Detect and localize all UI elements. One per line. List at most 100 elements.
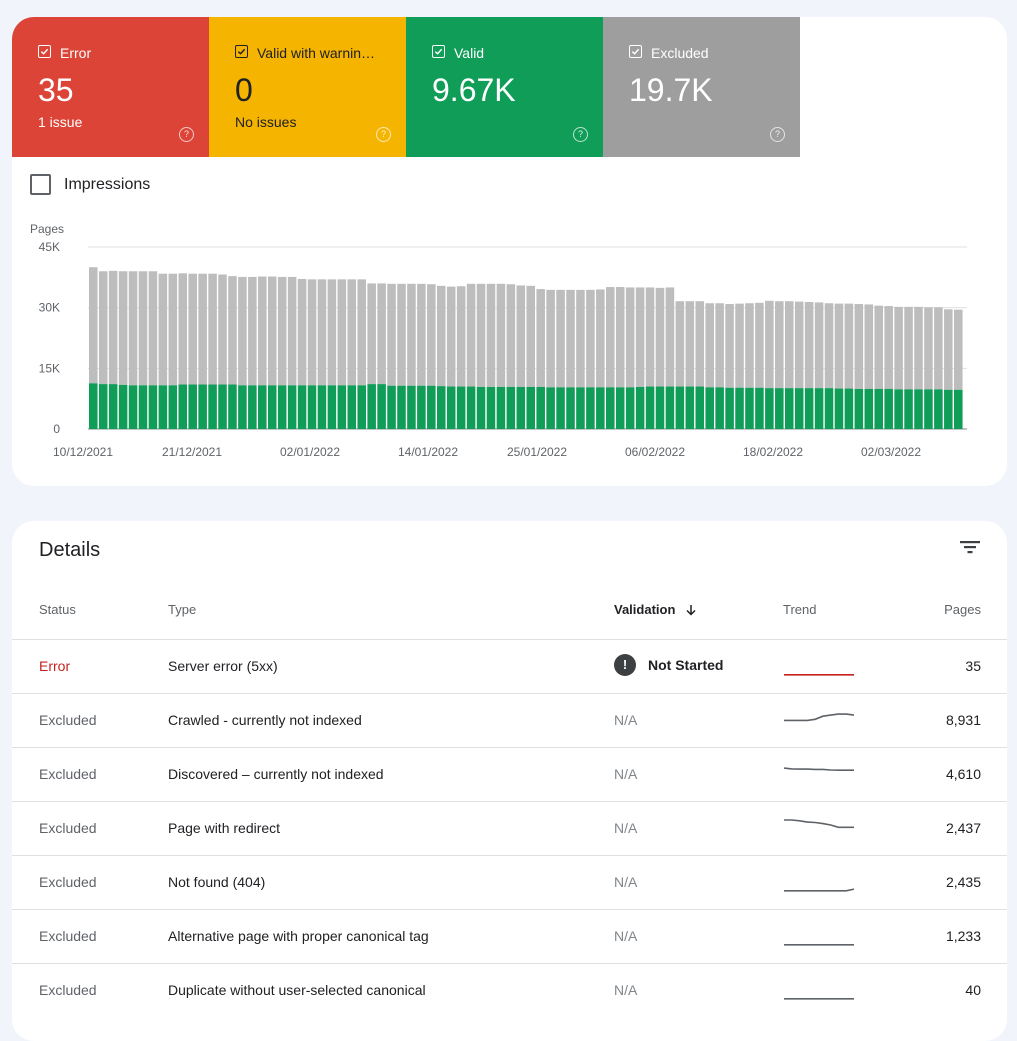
bar-excluded	[238, 276, 247, 386]
bar-excluded	[466, 283, 476, 387]
bar-excluded	[556, 289, 565, 388]
tile-subtitle: 1 issue	[38, 114, 83, 130]
excluded-tile[interactable]: Excluded 19.7K ?	[603, 17, 800, 157]
bar-excluded	[625, 287, 635, 388]
header-validation-label: Validation	[614, 602, 676, 617]
row-validation: N/A	[614, 928, 638, 944]
tile-label: Error	[60, 45, 92, 61]
bar-valid	[755, 387, 764, 429]
bar-excluded	[337, 279, 347, 386]
coverage-summary-card: Error 35 1 issue ? Valid with warnin… 0 …	[12, 17, 1007, 486]
table-row[interactable]: Excluded Discovered – currently not index…	[12, 747, 1007, 802]
table-row[interactable]: Excluded Alternative page with proper can…	[12, 909, 1007, 964]
bar-excluded	[427, 284, 436, 386]
help-icon[interactable]: ?	[573, 127, 588, 142]
bar-excluded	[158, 273, 168, 386]
bar-valid	[765, 388, 774, 429]
error-tile[interactable]: Error 35 1 issue ?	[12, 17, 209, 157]
bar-excluded	[516, 285, 526, 387]
bar-excluded	[407, 283, 416, 386]
header-status[interactable]: Status	[39, 602, 76, 617]
help-icon[interactable]: ?	[376, 127, 391, 142]
row-status: Excluded	[39, 766, 97, 782]
bar-excluded	[854, 304, 864, 389]
bar-valid	[615, 387, 625, 429]
bar-valid	[248, 385, 257, 429]
bar-excluded	[755, 302, 764, 388]
bar-valid	[168, 385, 178, 429]
bar-valid	[914, 389, 923, 429]
bar-valid	[118, 384, 128, 429]
bar-excluded	[834, 303, 844, 389]
bar-excluded	[944, 309, 953, 390]
valid-with-warnings-tile[interactable]: Valid with warnin… 0 No issues ?	[209, 17, 406, 157]
tile-value: 9.67K	[432, 72, 516, 108]
bar-valid	[516, 386, 526, 429]
y-axis-label: Pages	[30, 222, 64, 236]
bar-excluded	[417, 283, 426, 386]
bar-valid	[377, 384, 386, 429]
bar-excluded	[546, 289, 555, 388]
valid-tile[interactable]: Valid 9.67K ?	[406, 17, 603, 157]
bar-valid	[954, 389, 963, 429]
trend-line	[784, 888, 855, 892]
bar-excluded	[446, 286, 456, 387]
checkbox-unchecked-icon[interactable]	[30, 174, 51, 195]
bar-valid	[804, 388, 814, 429]
impressions-toggle[interactable]: Impressions	[30, 174, 150, 195]
bar-excluded	[705, 303, 714, 388]
table-header: Status Type Validation Trend Pages	[12, 599, 1007, 639]
bar-excluded	[635, 287, 645, 387]
bar-valid	[436, 386, 446, 429]
bar-valid	[297, 385, 307, 429]
bar-valid	[108, 384, 118, 429]
bar-valid	[258, 385, 267, 429]
bar-valid	[645, 386, 655, 429]
y-tick-label: 45K	[39, 240, 60, 254]
help-icon[interactable]: ?	[179, 127, 194, 142]
bar-excluded	[864, 304, 874, 389]
bar-valid	[904, 389, 913, 429]
bar-excluded	[128, 271, 138, 386]
trend-sparkline	[784, 673, 854, 676]
row-status: Excluded	[39, 820, 97, 836]
row-type: Page with redirect	[168, 820, 281, 836]
bar-excluded	[735, 303, 744, 388]
bar-valid	[367, 384, 376, 429]
header-type[interactable]: Type	[168, 602, 197, 617]
row-validation: N/A	[614, 712, 638, 728]
y-tick-label: 0	[53, 422, 60, 436]
bar-valid	[745, 387, 754, 429]
bar-excluded	[606, 287, 615, 388]
row-validation: N/A	[614, 766, 638, 782]
bar-excluded	[367, 283, 376, 385]
bar-excluded	[784, 301, 794, 389]
help-icon[interactable]: ?	[770, 127, 785, 142]
impressions-label: Impressions	[64, 175, 151, 193]
filter-icon[interactable]	[959, 538, 981, 556]
table-row[interactable]: Excluded Crawled - currently not indexed N…	[12, 693, 1007, 748]
table-row[interactable]: Excluded Duplicate without user-selected …	[12, 963, 1007, 1018]
bar-valid	[506, 386, 516, 429]
bar-valid	[675, 386, 685, 429]
table-row[interactable]: Error Server error (5xx)! Not Started 35	[12, 639, 1007, 694]
bar-excluded	[954, 309, 963, 390]
bar-excluded	[287, 276, 297, 386]
bar-excluded	[665, 287, 675, 387]
bar-excluded	[596, 289, 605, 388]
bar-excluded	[814, 302, 824, 389]
header-pages[interactable]: Pages	[944, 602, 981, 617]
bar-excluded	[327, 279, 337, 386]
bar-excluded	[924, 307, 933, 390]
bar-excluded	[218, 274, 227, 385]
tile-label: Valid with warnin…	[257, 45, 376, 61]
y-tick-label: 30K	[39, 301, 60, 315]
details-card: Details Status Type Validation Trend Pag…	[12, 521, 1007, 1041]
trend-sparkline	[784, 997, 854, 1000]
table-row[interactable]: Excluded Page with redirect N/A 2,437	[12, 801, 1007, 856]
table-row[interactable]: Excluded Not found (404) N/A 2,435	[12, 855, 1007, 910]
header-validation[interactable]: Validation	[614, 602, 697, 617]
bar-excluded	[655, 287, 665, 387]
row-type: Alternative page with proper canonical t…	[168, 928, 429, 944]
bar-valid	[446, 386, 456, 429]
